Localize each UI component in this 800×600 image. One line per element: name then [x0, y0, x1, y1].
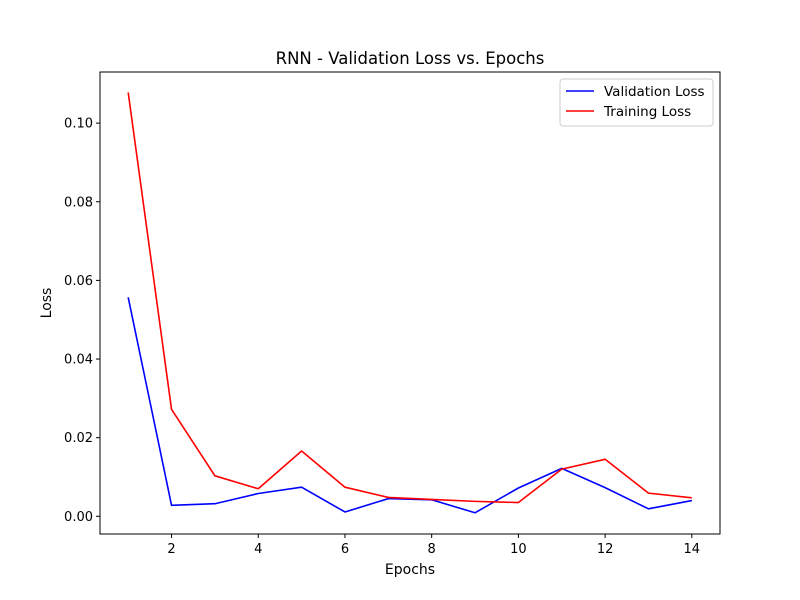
x-axis-label: Epochs: [385, 562, 435, 578]
legend-label-training-loss: Training Loss: [603, 104, 691, 120]
legend-label-validation-loss: Validation Loss: [604, 84, 705, 100]
plot-area: 2 4 6 8 10 12 14 0.00 0.02 0.04 0.06 0.08 0.10: [64, 92, 700, 557]
x-tick-label: 8: [428, 542, 436, 557]
y-tick-label: 0.02: [64, 431, 93, 446]
y-axis-label: Loss: [39, 288, 55, 319]
x-tick-label: 14: [684, 542, 701, 557]
y-tick-label: 0.06: [64, 274, 93, 289]
training-loss-line: [127, 92, 692, 504]
legend: Validation Loss Training Loss: [559, 78, 714, 127]
x-tick-label: 4: [254, 542, 262, 557]
chart-title: RNN - Validation Loss vs. Epochs: [276, 49, 545, 68]
x-tick-label: 6: [341, 542, 349, 557]
y-tick-label: 0.08: [64, 195, 93, 210]
x-tick-label: 12: [597, 542, 614, 557]
y-tick-label: 0.04: [64, 353, 93, 368]
y-tick-label: 0.10: [64, 117, 93, 132]
x-tick-label: 10: [510, 542, 527, 557]
y-tick-label: 0.00: [64, 510, 93, 525]
axes-frame: [99, 71, 721, 535]
x-tick-label: 2: [167, 542, 175, 557]
legend-box: [559, 78, 714, 127]
